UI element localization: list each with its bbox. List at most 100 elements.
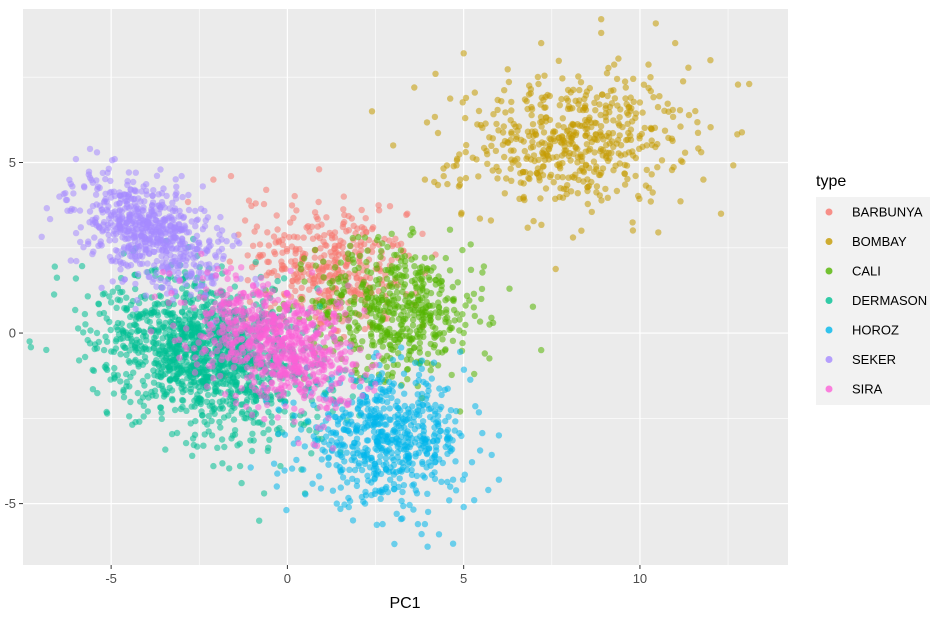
data-point bbox=[654, 164, 661, 171]
data-point bbox=[377, 470, 385, 478]
data-point bbox=[582, 148, 589, 155]
data-point bbox=[234, 442, 241, 449]
data-point bbox=[46, 215, 54, 223]
data-point bbox=[436, 385, 443, 392]
data-point bbox=[159, 335, 166, 342]
data-point bbox=[256, 251, 263, 259]
data-point bbox=[389, 369, 396, 377]
data-point bbox=[333, 462, 340, 469]
x-axis-title: PC1 bbox=[389, 595, 420, 612]
data-point bbox=[348, 309, 355, 317]
data-point bbox=[320, 392, 327, 399]
data-point bbox=[407, 409, 414, 416]
data-point bbox=[205, 327, 212, 334]
data-point bbox=[357, 411, 365, 418]
data-point bbox=[423, 119, 431, 126]
data-point bbox=[311, 209, 319, 216]
data-point bbox=[139, 333, 147, 340]
data-point bbox=[340, 288, 348, 296]
data-point bbox=[345, 397, 352, 405]
data-point bbox=[329, 319, 336, 326]
data-point bbox=[289, 277, 296, 285]
data-point bbox=[621, 161, 628, 169]
data-point bbox=[471, 312, 478, 320]
data-point bbox=[185, 191, 192, 199]
data-point bbox=[249, 374, 256, 381]
data-point bbox=[377, 317, 385, 325]
data-point bbox=[336, 365, 343, 373]
data-point bbox=[341, 458, 348, 465]
data-point bbox=[476, 215, 484, 222]
data-point bbox=[331, 258, 338, 266]
data-point bbox=[598, 133, 605, 140]
data-point bbox=[269, 288, 276, 295]
data-point bbox=[405, 351, 413, 358]
data-point bbox=[132, 356, 139, 364]
data-point bbox=[274, 273, 281, 280]
data-point bbox=[112, 338, 120, 345]
data-point bbox=[236, 462, 244, 470]
data-point bbox=[307, 339, 315, 346]
data-point bbox=[151, 262, 158, 269]
data-point bbox=[347, 430, 354, 437]
data-point bbox=[541, 72, 548, 79]
data-point bbox=[182, 386, 189, 393]
legend-title: type bbox=[816, 173, 846, 190]
data-point bbox=[221, 315, 228, 322]
data-point bbox=[109, 278, 116, 285]
data-point bbox=[258, 332, 265, 339]
data-point bbox=[450, 295, 457, 303]
data-point bbox=[188, 403, 195, 410]
data-point bbox=[317, 485, 325, 492]
data-point bbox=[624, 120, 631, 128]
data-point bbox=[190, 261, 197, 268]
data-point bbox=[350, 222, 357, 229]
data-point bbox=[92, 191, 100, 198]
data-point bbox=[226, 258, 233, 265]
data-point bbox=[149, 202, 156, 209]
data-point bbox=[297, 426, 305, 433]
data-point bbox=[538, 39, 545, 47]
data-point bbox=[249, 290, 257, 297]
data-point bbox=[257, 291, 265, 298]
data-point bbox=[419, 458, 426, 466]
data-point bbox=[394, 274, 401, 281]
data-point bbox=[346, 466, 353, 473]
data-point bbox=[610, 87, 617, 94]
data-point bbox=[524, 224, 531, 231]
data-point bbox=[268, 379, 276, 386]
data-point bbox=[144, 260, 151, 267]
data-point bbox=[301, 369, 308, 376]
data-point bbox=[321, 438, 328, 446]
data-point bbox=[156, 246, 163, 253]
data-point bbox=[151, 293, 158, 300]
data-point bbox=[333, 500, 340, 507]
data-point bbox=[358, 224, 366, 231]
data-point bbox=[173, 189, 180, 197]
data-point bbox=[429, 302, 436, 309]
data-point bbox=[182, 439, 190, 447]
data-point bbox=[263, 325, 270, 332]
data-point bbox=[520, 180, 527, 187]
data-point bbox=[390, 142, 397, 149]
data-point bbox=[144, 219, 152, 227]
data-point bbox=[206, 402, 213, 409]
data-point bbox=[315, 473, 323, 480]
data-point bbox=[306, 427, 313, 434]
data-point bbox=[111, 374, 118, 381]
data-point bbox=[409, 460, 416, 467]
data-point bbox=[219, 352, 226, 360]
data-point bbox=[507, 165, 514, 172]
data-point bbox=[176, 262, 184, 269]
data-point bbox=[270, 460, 278, 467]
data-point bbox=[449, 437, 456, 444]
data-point bbox=[350, 300, 358, 308]
data-point bbox=[361, 399, 368, 406]
data-point bbox=[632, 172, 639, 180]
data-point bbox=[452, 487, 460, 494]
data-point bbox=[281, 467, 288, 474]
series-horoz bbox=[247, 343, 503, 550]
data-point bbox=[247, 464, 254, 471]
data-point bbox=[345, 227, 352, 234]
data-point bbox=[402, 297, 409, 304]
